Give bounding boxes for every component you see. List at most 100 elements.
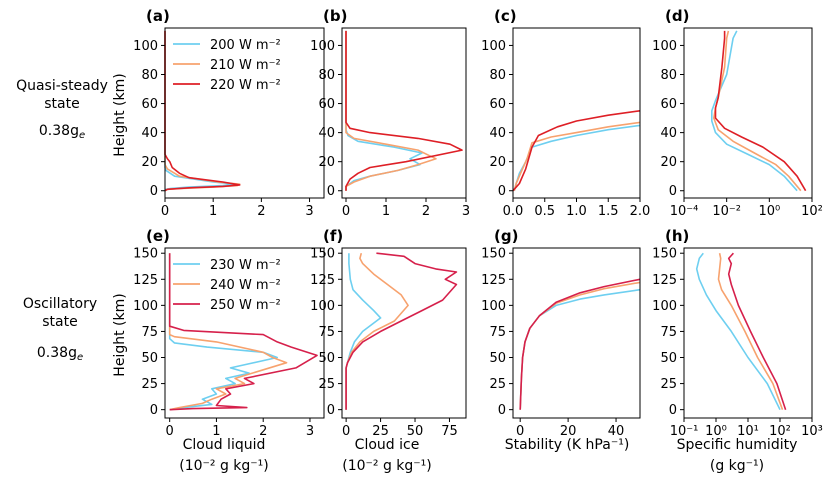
ytick-label-d-5: 100 (652, 39, 677, 54)
panel-label-c: (c) (494, 7, 517, 25)
axes-frame-g (512, 247, 641, 419)
xtick-label-e-2: 2 (259, 424, 267, 439)
xlabel-stability: Stability (K hPa⁻¹) (505, 437, 630, 453)
ytick-label-d-2: 40 (660, 126, 677, 141)
ytick-label-d-4: 80 (660, 68, 677, 83)
xlabel-cloud-ice-line1: Cloud ice (355, 437, 420, 453)
xtick-label-d-3: 10² (801, 204, 823, 219)
panel-b: 0 1 2 3 0 20 40 60 80 100 (b) (310, 7, 470, 219)
panel-label-b: (b) (323, 7, 347, 25)
xlabel-cloud-liquid-line1: Cloud liquid (183, 437, 266, 453)
xtick-label-h-3: 10² (769, 424, 791, 439)
ytick-label-e-1: 25 (141, 377, 158, 392)
ytick-label-b-0: 0 (327, 184, 335, 199)
series-line-g-0 (519, 288, 641, 410)
ytick-label-a-2: 40 (141, 126, 158, 141)
xlabel-specific-humidity-line1: Specific humidity (677, 437, 798, 453)
series-line-b-1 (345, 30, 437, 191)
xtick-label-h-2: 10¹ (737, 424, 759, 439)
ytick-label-e-6: 150 (133, 247, 158, 262)
ytick-label-g-1: 25 (489, 377, 506, 392)
ytick-label-g-0: 0 (498, 403, 506, 418)
axes-frame-f (341, 247, 467, 419)
series-line-c-1 (513, 121, 641, 191)
series-line-d-1 (712, 30, 802, 192)
panel-a: 0 1 2 3 0 20 40 60 80 100 (a) (133, 7, 325, 219)
legend-label-1-0: 230 W m⁻² (210, 258, 281, 273)
ylabel-bottom: Height (km) (112, 293, 128, 376)
panel-label-e: (e) (146, 227, 170, 245)
ytick-label-e-5: 125 (133, 273, 158, 288)
xtick-label-g-1: 20 (560, 424, 577, 439)
ytick-label-a-4: 80 (141, 68, 158, 83)
ytick-label-f-0: 0 (327, 403, 335, 418)
ytick-label-g-3: 75 (489, 325, 506, 340)
ytick-label-f-2: 50 (318, 351, 335, 366)
ytick-label-f-3: 75 (318, 325, 335, 340)
series-line-a-1 (164, 30, 241, 192)
series-line-g-1 (519, 281, 641, 410)
axes-frame-a (164, 27, 325, 199)
xtick-label-d-0: 10⁻⁴ (670, 204, 699, 219)
xtick-label-d-2: 10⁰ (758, 204, 780, 219)
ytick-label-h-1: 25 (660, 377, 677, 392)
ytick-label-b-2: 40 (318, 126, 335, 141)
xtick-label-a-0: 0 (161, 204, 169, 219)
ytick-label-f-6: 150 (310, 247, 335, 262)
row-label-oscillatory-line1: Oscillatory (23, 296, 97, 312)
series-line-c-2 (512, 110, 641, 192)
series-line-c-0 (513, 124, 641, 191)
ytick-label-c-3: 60 (489, 97, 506, 112)
ytick-label-h-3: 75 (660, 325, 677, 340)
xtick-label-d-1: 10⁻² (712, 204, 741, 219)
xtick-label-g-2: 40 (608, 424, 625, 439)
xlabel-cloud-liquid-line2: (10⁻² g kg⁻¹) (179, 458, 269, 474)
ytick-label-f-4: 100 (310, 299, 335, 314)
series-line-h-0 (695, 252, 781, 411)
series-line-h-2 (727, 252, 787, 410)
ytick-label-b-5: 100 (310, 39, 335, 54)
series-line-b-2 (345, 30, 463, 191)
xlabel-cloud-ice-line2: (10⁻² g kg⁻¹) (342, 458, 432, 474)
xtick-label-b-2: 2 (422, 204, 430, 219)
panel-label-h: (h) (665, 227, 689, 245)
series-line-e-1 (168, 253, 288, 411)
ytick-label-b-3: 60 (318, 97, 335, 112)
series-line-f-1 (345, 252, 409, 410)
ytick-label-e-3: 75 (141, 325, 158, 340)
xtick-label-h-4: 10³ (801, 424, 823, 439)
legend-label-1-1: 240 W m⁻² (210, 278, 281, 293)
panel-label-a: (a) (146, 7, 170, 25)
xtick-label-f-3: 75 (441, 424, 458, 439)
xtick-label-a-1: 1 (209, 204, 217, 219)
ytick-label-a-0: 0 (150, 184, 158, 199)
ytick-label-g-2: 50 (489, 351, 506, 366)
ytick-label-a-5: 100 (133, 39, 158, 54)
ytick-label-a-1: 20 (141, 155, 158, 170)
xtick-label-a-3: 3 (305, 204, 313, 219)
axes-frame-d (683, 27, 813, 199)
series-line-f-2 (345, 252, 458, 410)
panel-g: 0 20 40 0 25 50 75 100 125 150 (g) (481, 227, 641, 439)
row-label-quasi-steady-line1: Quasi-steady (16, 78, 108, 94)
xtick-label-f-2: 50 (407, 424, 424, 439)
ytick-label-c-0: 0 (498, 184, 506, 199)
xtick-label-e-3: 3 (306, 424, 314, 439)
xtick-label-f-0: 0 (342, 424, 350, 439)
ytick-label-h-5: 125 (652, 273, 677, 288)
series-line-g-2 (519, 278, 641, 410)
xtick-label-c-0: 0.0 (503, 204, 524, 219)
xtick-label-b-1: 1 (382, 204, 390, 219)
series-line-e-2 (168, 253, 318, 411)
panel-d: 10⁻⁴ 10⁻² 10⁰ 10² 0 20 40 60 80 100 (d) (652, 7, 823, 219)
legend-label-0-1: 210 W m⁻² (210, 58, 281, 73)
row-label-quasi-steady-line2: state (44, 96, 79, 112)
ytick-label-b-1: 20 (318, 155, 335, 170)
series-line-b-0 (345, 30, 423, 191)
ytick-label-e-2: 50 (141, 351, 158, 366)
legend-label-0-0: 200 W m⁻² (210, 38, 281, 53)
series-line-d-0 (710, 30, 798, 192)
legend-row-1: 230 W m⁻² 240 W m⁻² 250 W m⁻² (173, 258, 281, 313)
